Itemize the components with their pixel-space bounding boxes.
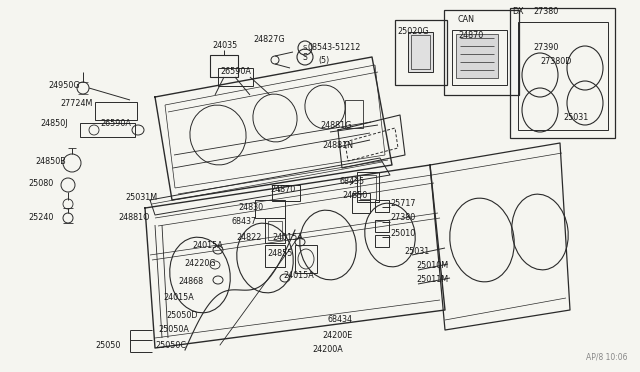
Bar <box>265 245 285 267</box>
Text: 27390: 27390 <box>533 42 558 51</box>
Text: 25717: 25717 <box>390 199 415 208</box>
Text: 25031: 25031 <box>404 247 429 256</box>
Bar <box>210 55 238 77</box>
Text: 25050A: 25050A <box>158 326 189 334</box>
Text: 25050: 25050 <box>95 340 120 350</box>
Bar <box>272 185 300 201</box>
Bar <box>375 235 389 247</box>
Bar <box>510 8 615 138</box>
Text: 25080: 25080 <box>28 180 53 189</box>
Text: 27380: 27380 <box>533 7 558 16</box>
Bar <box>352 193 370 213</box>
Bar <box>80 123 135 137</box>
Text: 25031: 25031 <box>563 113 588 122</box>
Text: 24822: 24822 <box>236 234 261 243</box>
Bar <box>375 200 389 212</box>
Bar <box>357 172 379 202</box>
Text: 25011M: 25011M <box>416 276 448 285</box>
Text: 24220G: 24220G <box>184 260 216 269</box>
Bar <box>444 10 519 95</box>
Text: 24850J: 24850J <box>40 119 67 128</box>
Text: 25050C: 25050C <box>155 340 186 350</box>
Text: 24015A: 24015A <box>192 241 223 250</box>
Text: 24015A: 24015A <box>163 294 194 302</box>
Text: 27724M: 27724M <box>60 99 92 108</box>
Text: 24870: 24870 <box>270 186 295 195</box>
Text: 24827G: 24827G <box>253 35 285 45</box>
Text: 25050D: 25050D <box>166 311 198 320</box>
Bar <box>518 22 608 130</box>
Bar <box>375 220 389 232</box>
Text: 25010: 25010 <box>390 228 415 237</box>
Bar <box>360 175 376 199</box>
Text: AP/8 10:06: AP/8 10:06 <box>586 353 628 362</box>
Text: 68437: 68437 <box>232 218 257 227</box>
Text: 24850: 24850 <box>342 192 367 201</box>
Text: 24855: 24855 <box>267 248 292 257</box>
Bar <box>255 200 285 218</box>
Bar <box>456 34 498 78</box>
Text: 27380D: 27380D <box>540 58 572 67</box>
Bar <box>295 245 317 273</box>
Text: (5): (5) <box>318 55 329 64</box>
Text: 26590A: 26590A <box>220 67 251 77</box>
Text: 24200A: 24200A <box>312 346 343 355</box>
Text: 24015A: 24015A <box>283 270 314 279</box>
Bar <box>411 35 430 69</box>
Text: S: S <box>303 52 307 61</box>
Text: 68434: 68434 <box>327 315 352 324</box>
Text: 25240: 25240 <box>28 212 53 221</box>
Bar <box>265 218 285 243</box>
Text: 24015A: 24015A <box>272 234 303 243</box>
Text: 26590A: 26590A <box>100 119 131 128</box>
Text: 24868: 24868 <box>178 278 203 286</box>
Text: 25020G: 25020G <box>397 28 429 36</box>
Text: 24950G: 24950G <box>48 81 79 90</box>
Bar <box>345 100 363 128</box>
Text: 24870: 24870 <box>458 32 483 41</box>
Text: S: S <box>303 45 307 51</box>
Text: DX: DX <box>512 7 524 16</box>
Text: 24881G: 24881G <box>320 122 351 131</box>
Text: CAN: CAN <box>458 16 475 25</box>
Text: 24881N: 24881N <box>322 141 353 151</box>
Text: 68435: 68435 <box>340 176 365 186</box>
Bar <box>408 32 433 72</box>
Text: 24881O: 24881O <box>118 214 150 222</box>
Text: 25031M: 25031M <box>125 192 157 202</box>
Bar <box>268 221 282 240</box>
Bar <box>452 30 507 85</box>
Text: 25010M: 25010M <box>416 262 448 270</box>
Bar <box>395 20 447 85</box>
Bar <box>95 102 137 120</box>
Text: 27380: 27380 <box>390 214 415 222</box>
Text: 24850B: 24850B <box>35 157 66 167</box>
Text: 24035: 24035 <box>212 42 237 51</box>
Text: 24830: 24830 <box>238 202 263 212</box>
Text: 08543-51212: 08543-51212 <box>308 44 362 52</box>
Text: 24200E: 24200E <box>322 330 352 340</box>
Bar <box>218 68 253 86</box>
